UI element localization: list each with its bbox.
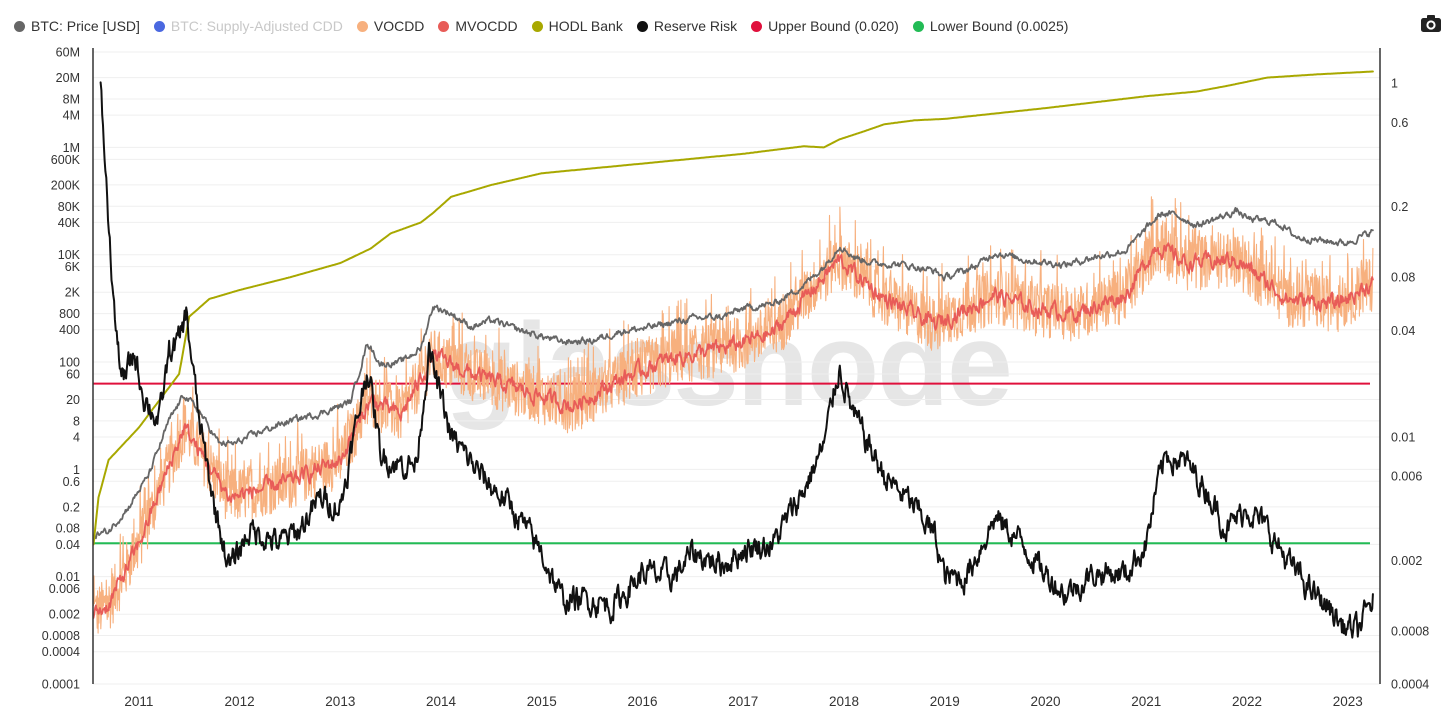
y-left-tick-label: 60 xyxy=(66,367,80,381)
legend-item-lower-bound-0-0025[interactable]: Lower Bound (0.0025) xyxy=(912,18,1069,34)
legend-item-btc-supply-adjusted-cdd[interactable]: BTC: Supply-Adjusted CDD xyxy=(153,18,343,34)
y-left-tick-label: 200K xyxy=(51,178,81,192)
y-left-tick-label: 100 xyxy=(59,356,80,370)
legend-label: MVOCDD xyxy=(455,18,518,34)
y-left-tick-label: 8 xyxy=(73,414,80,428)
grid xyxy=(93,51,1380,685)
legend-marker xyxy=(153,20,165,32)
legend-marker xyxy=(14,20,25,32)
y-right-tick-label: 0.006 xyxy=(1391,470,1422,484)
y-right-tick-label: 0.08 xyxy=(1391,271,1415,285)
x-tick-label: 2017 xyxy=(728,694,758,709)
x-tick-label: 2022 xyxy=(1232,694,1262,709)
y-left-tick-label: 0.2 xyxy=(63,500,80,514)
legend-item-btc-price-usd[interactable]: BTC: Price [USD] xyxy=(14,18,140,34)
y-right-tick-label: 0.0008 xyxy=(1391,624,1429,638)
y-left-tick-label: 4 xyxy=(73,431,80,445)
legend-label: Reserve Risk xyxy=(653,18,738,34)
legend-marker xyxy=(912,20,924,32)
y-left-tick-label: 0.0001 xyxy=(42,678,80,692)
x-tick-label: 2020 xyxy=(1031,694,1061,709)
y-left-tick-label: 60M xyxy=(56,46,80,60)
x-tick-label: 2012 xyxy=(225,694,255,709)
legend-item-mvocdd[interactable]: MVOCDD xyxy=(438,18,518,34)
y-left-tick-label: 0.0004 xyxy=(42,645,80,659)
legend-marker xyxy=(531,20,543,32)
x-tick-label: 2015 xyxy=(527,694,557,709)
y-left-tick-label: 20 xyxy=(66,393,80,407)
y-left-tick-label: 400 xyxy=(59,323,80,337)
legend-label: BTC: Supply-Adjusted CDD xyxy=(170,18,343,34)
y-right-tick-label: 0.6 xyxy=(1391,116,1408,130)
series-line-btc-price-usd xyxy=(92,207,1374,540)
reference-lines xyxy=(93,382,1370,545)
series-line-hodl-bank xyxy=(92,70,1374,546)
series-line-mvocdd xyxy=(92,242,1374,619)
x-tick-label: 2013 xyxy=(325,694,355,709)
y-left-tick-label: 1M xyxy=(63,141,80,155)
y-left-tick-label: 800 xyxy=(59,307,80,321)
legend-marker xyxy=(356,20,368,32)
legend-item-hodl-bank[interactable]: HODL Bank xyxy=(531,18,623,34)
y-left-tick-label: 0.08 xyxy=(56,522,80,536)
series-line-reserve-risk xyxy=(99,81,1374,639)
x-tick-label: 2016 xyxy=(628,694,658,709)
y-right-tick-label: 0.002 xyxy=(1391,554,1422,568)
y-right-tick-label: 0.01 xyxy=(1391,430,1415,444)
y-left-tick-label: 0.002 xyxy=(49,608,80,622)
series-line-vocdd xyxy=(92,196,1374,634)
series-group xyxy=(92,70,1374,639)
y-left-tick-label: 10K xyxy=(58,248,81,262)
y-left-tick-label: 0.04 xyxy=(56,538,80,552)
camera-icon[interactable] xyxy=(1419,12,1443,34)
y-right-tick-label: 0.2 xyxy=(1391,200,1408,214)
legend-label: Lower Bound (0.0025) xyxy=(929,18,1069,34)
y-left-tick-label: 4M xyxy=(63,109,80,123)
y-left-tick-label: 0.006 xyxy=(49,582,80,596)
y-right-tick-label: 1 xyxy=(1391,77,1398,91)
y-left-tick-label: 600K xyxy=(51,153,81,167)
legend-label: VOCDD xyxy=(373,18,425,34)
x-tick-label: 2014 xyxy=(426,694,457,709)
y-left-tick-label: 0.01 xyxy=(56,570,80,584)
legend-marker xyxy=(636,20,648,32)
legend-marker xyxy=(751,20,763,32)
y-left-tick-label: 6K xyxy=(65,260,81,274)
legend-item-vocdd[interactable]: VOCDD xyxy=(356,18,425,34)
legend-label: HODL Bank xyxy=(548,18,623,34)
y-left-tick-label: 1 xyxy=(73,463,80,477)
legend-item-upper-bound-0-020[interactable]: Upper Bound (0.020) xyxy=(751,18,899,34)
y-left-tick-label: 20M xyxy=(56,71,80,85)
axes: 0.00010.00040.00080.0020.0060.010.040.08… xyxy=(42,46,1430,710)
y-left-tick-label: 0.6 xyxy=(63,475,80,489)
y-left-tick-label: 40K xyxy=(58,216,81,230)
legend-label: BTC: Price [USD] xyxy=(31,18,140,34)
y-right-tick-label: 0.0004 xyxy=(1391,678,1429,692)
x-tick-label: 2021 xyxy=(1131,694,1161,709)
x-tick-label: 2023 xyxy=(1333,694,1363,709)
legend-marker xyxy=(438,20,450,32)
y-left-tick-label: 2K xyxy=(65,286,81,300)
legend-label: Upper Bound (0.020) xyxy=(768,18,899,34)
y-right-tick-label: 0.04 xyxy=(1391,324,1415,338)
legend-item-reserve-risk[interactable]: Reserve Risk xyxy=(636,18,738,34)
y-left-tick-label: 0.0008 xyxy=(42,629,80,643)
y-left-tick-label: 8M xyxy=(63,92,80,106)
y-left-tick-label: 80K xyxy=(58,200,81,214)
x-tick-label: 2019 xyxy=(930,694,960,709)
x-tick-label: 2018 xyxy=(829,694,859,709)
x-tick-label: 2011 xyxy=(124,694,153,709)
legend: BTC: Price [USD] BTC: Supply-Adjusted CDD… xyxy=(14,14,1068,38)
